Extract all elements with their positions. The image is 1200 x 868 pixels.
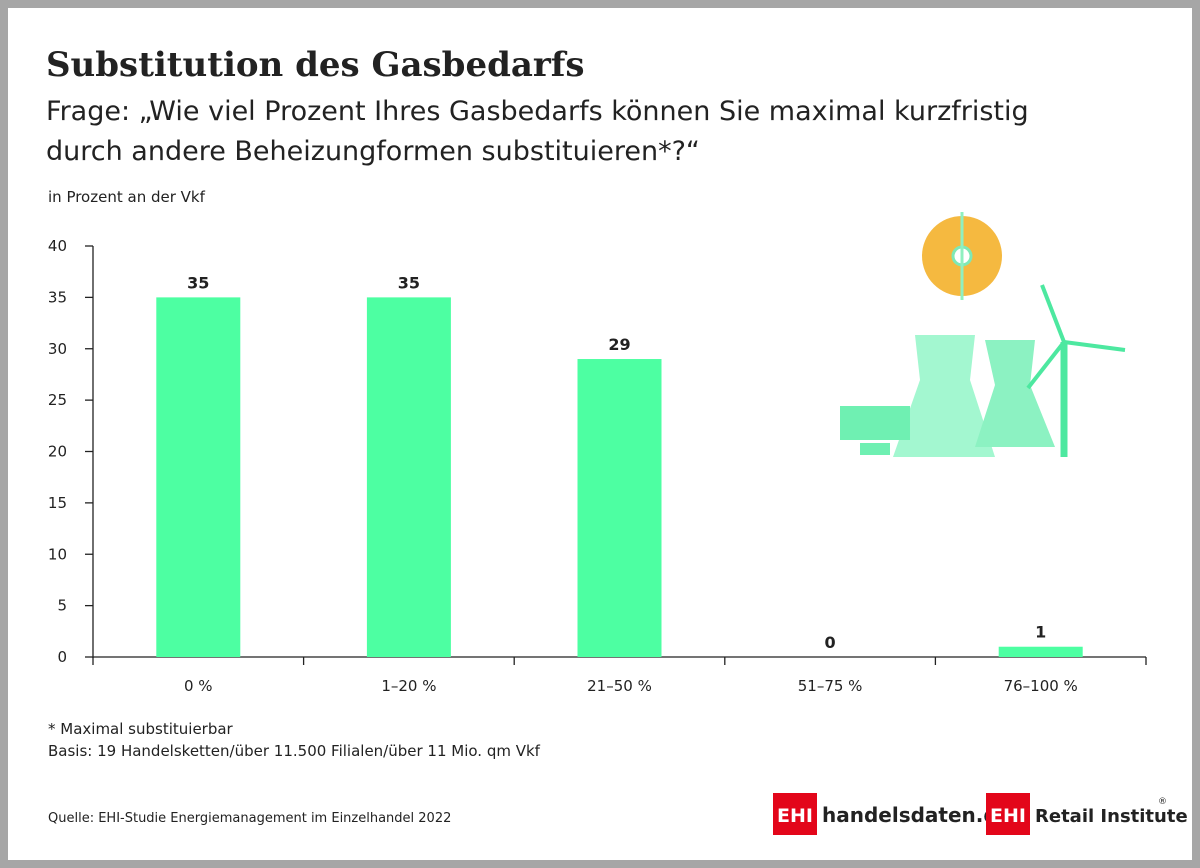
- y-tick-label: 30: [48, 340, 67, 358]
- data-label: 0: [825, 633, 836, 652]
- subtitle: durch andere Beheizungformen substituier…: [46, 136, 700, 167]
- logo-text: handelsdaten.de: [822, 803, 1011, 827]
- y-tick-label: 20: [48, 443, 67, 461]
- source: Quelle: EHI-Studie Energiemanagement im …: [48, 811, 451, 826]
- data-label: 29: [608, 335, 630, 354]
- logo-badge: [773, 793, 817, 835]
- y-tick-label: 5: [57, 597, 67, 615]
- bar: [156, 297, 241, 657]
- chart-title: Substitution des Gasbedarfs: [46, 45, 585, 85]
- x-tick-label: 0 %: [184, 677, 213, 695]
- y-tick-label: 15: [48, 494, 67, 512]
- bar: [366, 297, 451, 657]
- logo-badge-text: EHI: [777, 805, 813, 827]
- illustration: [840, 212, 1126, 457]
- logo-badge: [986, 793, 1030, 835]
- y-axis-label: in Prozent an der Vkf: [48, 188, 206, 206]
- x-tick-label: 51–75 %: [798, 677, 863, 695]
- footnote: * Maximal substituierbar: [48, 720, 234, 738]
- logo-badge-text: EHI: [990, 805, 1026, 827]
- subtitle: Frage: „Wie viel Prozent Ihres Gasbedarf…: [46, 96, 1029, 127]
- x-tick-label: 1–20 %: [381, 677, 436, 695]
- data-label: 1: [1035, 623, 1046, 642]
- x-tick-label: 21–50 %: [587, 677, 652, 695]
- y-tick-label: 10: [48, 545, 67, 563]
- y-tick-label: 0: [57, 648, 67, 666]
- bar: [998, 646, 1083, 657]
- footnote: Basis: 19 Handelsketten/über 11.500 Fili…: [48, 742, 541, 760]
- y-tick-label: 35: [48, 288, 67, 306]
- logo-text: Retail Institute: [1035, 806, 1188, 827]
- bar: [577, 359, 662, 657]
- x-tick-label: 76–100 %: [1004, 677, 1078, 695]
- y-tick-label: 40: [48, 237, 67, 255]
- data-label: 35: [187, 273, 209, 292]
- data-label: 35: [398, 273, 420, 292]
- logo-mark: ®: [1158, 797, 1167, 807]
- y-tick-label: 25: [48, 391, 67, 409]
